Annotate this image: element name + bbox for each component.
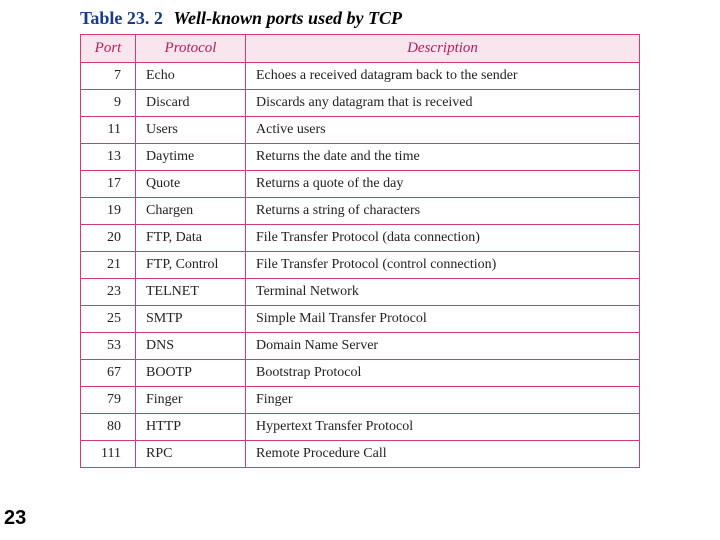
table-caption-label: Table 23. 2 bbox=[80, 8, 163, 28]
protocol-cell: FTP, Control bbox=[136, 252, 246, 279]
description-cell: Returns the date and the time bbox=[246, 144, 640, 171]
protocol-cell: Daytime bbox=[136, 144, 246, 171]
protocol-cell: HTTP bbox=[136, 414, 246, 441]
protocol-cell: BOOTP bbox=[136, 360, 246, 387]
table-row: 11UsersActive users bbox=[81, 117, 640, 144]
port-cell: 25 bbox=[81, 306, 136, 333]
port-cell: 9 bbox=[81, 90, 136, 117]
description-cell: Terminal Network bbox=[246, 279, 640, 306]
port-cell: 67 bbox=[81, 360, 136, 387]
description-cell: File Transfer Protocol (control connecti… bbox=[246, 252, 640, 279]
description-cell: Simple Mail Transfer Protocol bbox=[246, 306, 640, 333]
port-cell: 79 bbox=[81, 387, 136, 414]
port-cell: 111 bbox=[81, 441, 136, 468]
table-row: 80HTTPHypertext Transfer Protocol bbox=[81, 414, 640, 441]
protocol-cell: SMTP bbox=[136, 306, 246, 333]
ports-table-head: Port Protocol Description bbox=[81, 35, 640, 63]
table-row: 79FingerFinger bbox=[81, 387, 640, 414]
ports-table-body: 7EchoEchoes a received datagram back to … bbox=[81, 63, 640, 468]
description-cell: Active users bbox=[246, 117, 640, 144]
port-cell: 53 bbox=[81, 333, 136, 360]
table-row: 13DaytimeReturns the date and the time bbox=[81, 144, 640, 171]
description-cell: Hypertext Transfer Protocol bbox=[246, 414, 640, 441]
col-header-description: Description bbox=[246, 35, 640, 63]
table-caption: Table 23. 2 Well-known ports used by TCP bbox=[80, 8, 402, 29]
col-header-port: Port bbox=[81, 35, 136, 63]
table-container: Port Protocol Description 7EchoEchoes a … bbox=[80, 34, 640, 468]
protocol-cell: Finger bbox=[136, 387, 246, 414]
description-cell: Returns a quote of the day bbox=[246, 171, 640, 198]
table-row: 67BOOTPBootstrap Protocol bbox=[81, 360, 640, 387]
port-cell: 11 bbox=[81, 117, 136, 144]
table-row: 9DiscardDiscards any datagram that is re… bbox=[81, 90, 640, 117]
port-cell: 21 bbox=[81, 252, 136, 279]
description-cell: Returns a string of characters bbox=[246, 198, 640, 225]
port-cell: 20 bbox=[81, 225, 136, 252]
protocol-cell: Chargen bbox=[136, 198, 246, 225]
table-row: 111RPCRemote Procedure Call bbox=[81, 441, 640, 468]
port-cell: 17 bbox=[81, 171, 136, 198]
col-header-protocol: Protocol bbox=[136, 35, 246, 63]
protocol-cell: Discard bbox=[136, 90, 246, 117]
page-number: 23 bbox=[4, 507, 26, 530]
description-cell: Remote Procedure Call bbox=[246, 441, 640, 468]
port-cell: 7 bbox=[81, 63, 136, 90]
table-row: 25SMTPSimple Mail Transfer Protocol bbox=[81, 306, 640, 333]
protocol-cell: RPC bbox=[136, 441, 246, 468]
protocol-cell: Echo bbox=[136, 63, 246, 90]
description-cell: Domain Name Server bbox=[246, 333, 640, 360]
table-row: 17QuoteReturns a quote of the day bbox=[81, 171, 640, 198]
port-cell: 80 bbox=[81, 414, 136, 441]
port-cell: 23 bbox=[81, 279, 136, 306]
description-cell: Discards any datagram that is received bbox=[246, 90, 640, 117]
description-cell: Bootstrap Protocol bbox=[246, 360, 640, 387]
description-cell: Echoes a received datagram back to the s… bbox=[246, 63, 640, 90]
description-cell: File Transfer Protocol (data connection) bbox=[246, 225, 640, 252]
table-row: 20FTP, DataFile Transfer Protocol (data … bbox=[81, 225, 640, 252]
ports-table: Port Protocol Description 7EchoEchoes a … bbox=[80, 34, 640, 468]
table-row: 53DNSDomain Name Server bbox=[81, 333, 640, 360]
protocol-cell: Users bbox=[136, 117, 246, 144]
slide-page: Table 23. 2 Well-known ports used by TCP… bbox=[0, 0, 720, 540]
table-row: 21FTP, ControlFile Transfer Protocol (co… bbox=[81, 252, 640, 279]
protocol-cell: Quote bbox=[136, 171, 246, 198]
table-row: 19ChargenReturns a string of characters bbox=[81, 198, 640, 225]
protocol-cell: TELNET bbox=[136, 279, 246, 306]
protocol-cell: FTP, Data bbox=[136, 225, 246, 252]
header-row: Port Protocol Description bbox=[81, 35, 640, 63]
table-caption-title: Well-known ports used by TCP bbox=[173, 8, 402, 28]
description-cell: Finger bbox=[246, 387, 640, 414]
port-cell: 19 bbox=[81, 198, 136, 225]
table-row: 23TELNETTerminal Network bbox=[81, 279, 640, 306]
port-cell: 13 bbox=[81, 144, 136, 171]
protocol-cell: DNS bbox=[136, 333, 246, 360]
table-row: 7EchoEchoes a received datagram back to … bbox=[81, 63, 640, 90]
